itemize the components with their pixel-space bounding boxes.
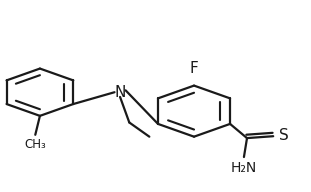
Text: F: F [190,61,198,76]
Text: N: N [114,85,126,100]
Text: H₂N: H₂N [231,161,257,175]
Text: S: S [279,128,289,143]
Text: CH₃: CH₃ [25,138,46,151]
